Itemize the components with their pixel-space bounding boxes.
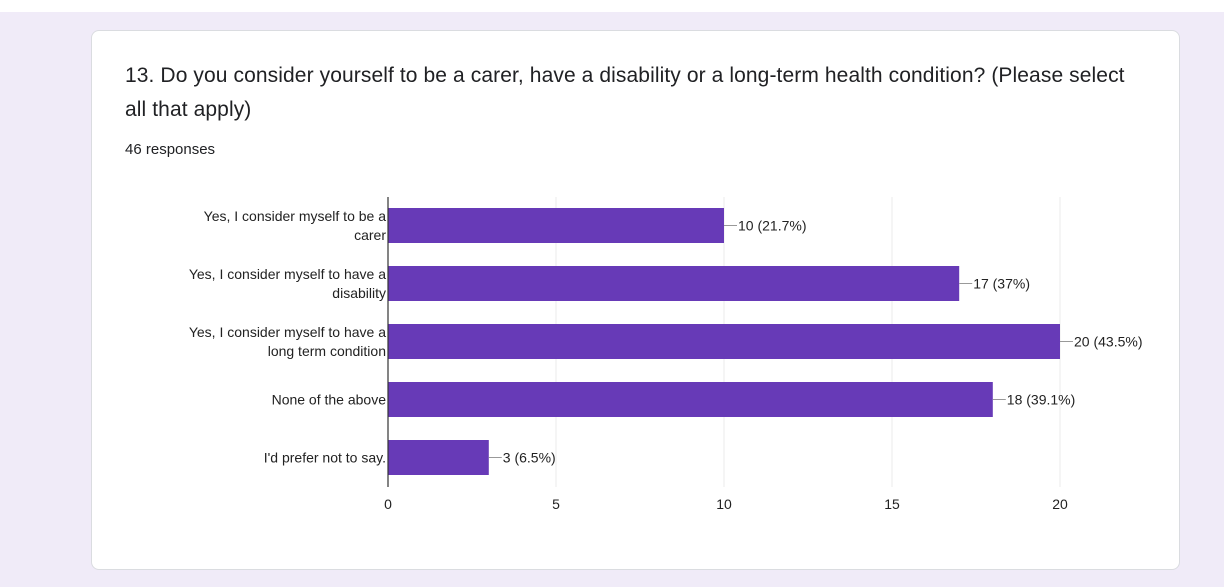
bar-2 — [388, 324, 1060, 359]
category-label-1-line-0: Yes, I consider myself to have a — [189, 266, 386, 282]
value-label-3: 18 (39.1%) — [1007, 392, 1075, 408]
category-label-2-line-0: Yes, I consider myself to have a — [189, 324, 386, 340]
category-label-0: Yes, I consider myself to be a carer — [204, 208, 387, 243]
value-label-1: 17 (37%) — [973, 276, 1030, 292]
value-label-0: 10 (21.7%) — [738, 218, 806, 234]
top-strip — [0, 0, 1224, 12]
bar-chart: 10 (21.7%) Yes, I consider myself to be a… — [189, 197, 1142, 512]
category-label-4: I'd prefer not to say. — [264, 450, 386, 466]
response-count: 46 responses — [125, 141, 216, 158]
x-tick-label-3: 15 — [884, 496, 900, 512]
bar-4 — [388, 440, 489, 475]
question-title: 13. Do you consider yourself to be a car… — [125, 64, 1125, 121]
bar-1 — [388, 266, 960, 301]
x-tick-label-2: 10 — [716, 496, 732, 512]
value-label-2: 20 (43.5%) — [1074, 334, 1142, 350]
bar-0 — [388, 208, 724, 243]
category-label-2: Yes, I consider myself to have a long ter… — [189, 324, 386, 359]
question-card: 13. Do you consider yourself to be a car… — [91, 30, 1180, 570]
bar-3 — [388, 382, 993, 417]
category-label-3-line-0: None of the above — [272, 392, 387, 408]
category-label-2-line-1: long term condition — [268, 343, 386, 359]
x-tick-label-4: 20 — [1052, 496, 1068, 512]
category-label-0-line-0: Yes, I consider myself to be a — [204, 208, 387, 224]
category-label-1: Yes, I consider myself to have a disabili… — [189, 266, 386, 301]
category-label-3: None of the above — [272, 392, 387, 408]
x-tick-label-0: 0 — [384, 496, 392, 512]
value-label-4: 3 (6.5%) — [503, 450, 556, 466]
category-label-4-line-0: I'd prefer not to say. — [264, 450, 386, 466]
category-label-0-line-1: carer — [354, 227, 386, 243]
category-label-1-line-1: disability — [332, 285, 386, 301]
x-tick-label-1: 5 — [552, 496, 560, 512]
